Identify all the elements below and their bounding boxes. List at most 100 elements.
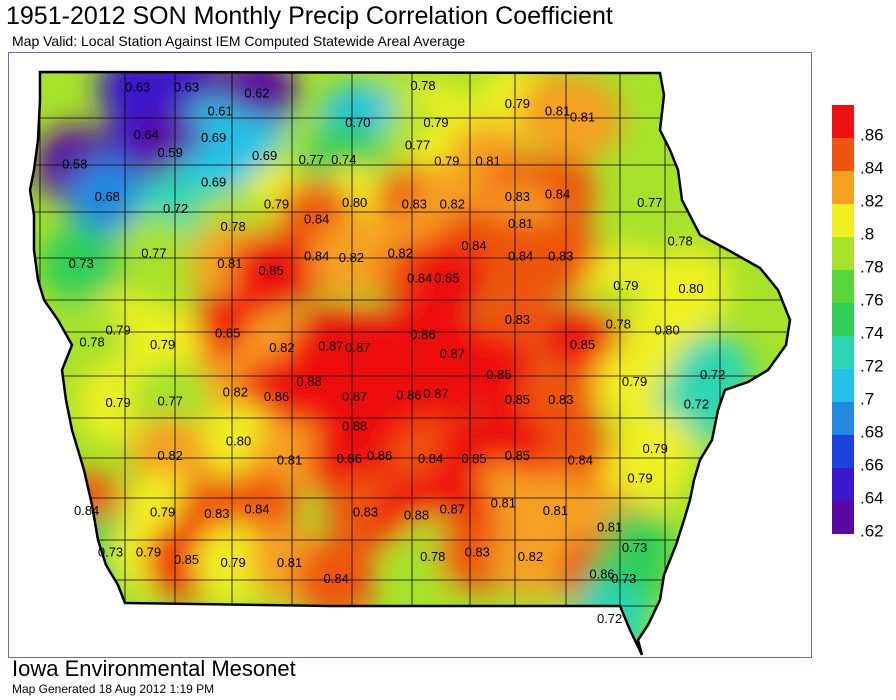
station-value: 0.88 xyxy=(296,374,321,389)
station-value: 0.72 xyxy=(684,396,709,411)
station-value: 0.72 xyxy=(163,201,188,216)
station-value: 0.63 xyxy=(125,80,150,95)
station-value: 0.80 xyxy=(678,281,703,296)
station-value: 0.83 xyxy=(204,506,229,521)
legend-tick-label: .74 xyxy=(860,323,884,342)
legend-swatch xyxy=(832,303,854,336)
legend-swatch xyxy=(832,171,854,204)
map-title: 1951-2012 SON Monthly Precip Correlation… xyxy=(6,2,613,30)
station-value: 0.74 xyxy=(331,152,356,167)
field-blob xyxy=(193,523,274,604)
iowa-outline xyxy=(28,70,792,656)
footer-generated: Map Generated 18 Aug 2012 1:19 PM xyxy=(12,682,215,696)
station-value: 0.84 xyxy=(508,248,533,263)
legend-swatch xyxy=(832,336,854,369)
station-value: 0.73 xyxy=(69,256,94,271)
station-value: 0.78 xyxy=(220,219,245,234)
legend-tick-label: .82 xyxy=(860,191,884,210)
station-value: 0.79 xyxy=(627,470,652,485)
station-value: 0.84 xyxy=(304,248,329,263)
station-value: 0.81 xyxy=(570,109,595,124)
legend-swatch xyxy=(832,369,854,402)
station-value: 0.83 xyxy=(402,197,427,212)
station-value: 0.64 xyxy=(134,127,159,142)
station-value: 0.87 xyxy=(440,346,465,361)
legend-swatch xyxy=(832,402,854,435)
station-value: 0.80 xyxy=(654,322,679,337)
station-value: 0.80 xyxy=(226,433,251,448)
legend-swatch xyxy=(832,204,854,237)
station-value: 0.82 xyxy=(388,245,413,260)
station-value: 0.78 xyxy=(79,334,104,349)
field-blob xyxy=(52,302,133,383)
station-value: 0.84 xyxy=(304,211,329,226)
station-value: 0.85 xyxy=(434,271,459,286)
station-value: 0.77 xyxy=(141,245,166,260)
station-value: 0.85 xyxy=(505,392,530,407)
legend-tick-label: .72 xyxy=(860,356,884,375)
legend-tick-label: .68 xyxy=(860,422,884,441)
station-value: 0.81 xyxy=(277,555,302,570)
color-legend: .86 .84 .82 .8 .78 .76 .74 .72 .7 .68 .66 .64 .62 xyxy=(832,105,884,540)
county-lines xyxy=(30,72,790,607)
station-value: 0.77 xyxy=(299,152,324,167)
station-value: 0.82 xyxy=(158,448,183,463)
station-value: 0.82 xyxy=(440,197,465,212)
legend-tick-label: .84 xyxy=(860,158,884,177)
field-blob xyxy=(113,214,194,295)
station-value: 0.79 xyxy=(505,96,530,111)
station-value: 0.81 xyxy=(277,453,302,468)
state-fill xyxy=(30,72,790,655)
station-value: 0.81 xyxy=(545,103,570,118)
map-frame xyxy=(8,52,812,658)
station-value: 0.81 xyxy=(217,256,242,271)
station-value: 0.78 xyxy=(606,317,631,332)
footer-organization: Iowa Environmental Mesonet xyxy=(12,656,296,681)
legend-tick-label: .8 xyxy=(860,224,874,243)
station-value: 0.78 xyxy=(410,78,435,93)
station-value: 0.81 xyxy=(508,216,533,231)
station-value: 0.84 xyxy=(461,238,486,253)
legend-tick-label: .7 xyxy=(860,389,874,408)
station-value: 0.84 xyxy=(244,502,269,517)
station-value: 0.73 xyxy=(622,540,647,555)
station-value: 0.85 xyxy=(174,552,199,567)
station-value: 0.86 xyxy=(589,567,614,582)
station-value: 0.85 xyxy=(215,325,240,340)
field-blob xyxy=(490,517,571,598)
station-value: 0.70 xyxy=(345,115,370,130)
station-value: 0.84 xyxy=(568,453,593,468)
station-value: 0.81 xyxy=(491,496,516,511)
station-value: 0.79 xyxy=(220,555,245,570)
station-value: 0.72 xyxy=(597,611,622,626)
station-value: 0.73 xyxy=(98,544,123,559)
station-value: 0.86 xyxy=(410,327,435,342)
station-value: 0.84 xyxy=(324,571,349,586)
legend-tick-label: .62 xyxy=(860,521,884,540)
station-labels: 0.63 0.63 0.620.610.780.79 0.81 0.810.70 0.79… xyxy=(62,78,725,626)
station-value: 0.61 xyxy=(207,103,232,118)
station-value: 0.83 xyxy=(548,248,573,263)
legend-swatch xyxy=(832,138,854,171)
station-value: 0.82 xyxy=(269,340,294,355)
station-value: 0.79 xyxy=(622,374,647,389)
station-value: 0.69 xyxy=(201,174,226,189)
legend-tick-label: .78 xyxy=(860,257,884,276)
station-value: 0.85 xyxy=(570,337,595,352)
field-blob xyxy=(396,354,477,435)
field-blob xyxy=(231,231,312,312)
legend-swatch xyxy=(832,468,854,501)
station-value: 0.80 xyxy=(342,195,367,210)
station-value: 0.72 xyxy=(700,367,725,382)
field-blob xyxy=(594,342,675,423)
station-value: 0.79 xyxy=(105,395,130,410)
station-value: 0.79 xyxy=(613,278,638,293)
station-value: 0.86 xyxy=(264,389,289,404)
station-value: 0.85 xyxy=(258,263,283,278)
station-value: 0.79 xyxy=(264,197,289,212)
station-value: 0.87 xyxy=(345,340,370,355)
station-value: 0.84 xyxy=(418,451,443,466)
station-value: 0.79 xyxy=(150,337,175,352)
station-value: 0.77 xyxy=(637,195,662,210)
